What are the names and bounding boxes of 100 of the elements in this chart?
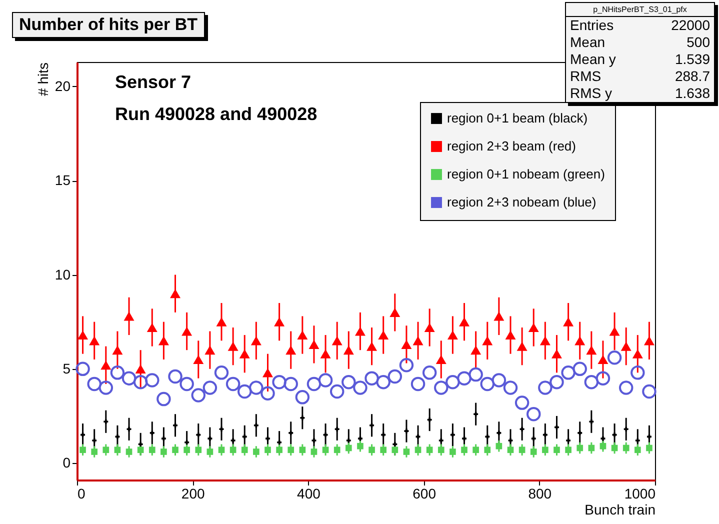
point [133, 374, 148, 390]
point [193, 354, 204, 364]
point [260, 386, 275, 400]
x-tick-label: 800 [528, 486, 552, 502]
point [249, 380, 264, 395]
point [92, 438, 97, 443]
point [576, 444, 584, 452]
point [388, 369, 402, 384]
point [635, 438, 640, 443]
point [484, 446, 491, 454]
point [343, 346, 354, 355]
point [253, 448, 260, 455]
point [226, 376, 240, 392]
point [370, 423, 374, 428]
point [182, 326, 192, 336]
point [115, 434, 120, 439]
point [334, 446, 340, 454]
point [262, 368, 273, 378]
x-tick-label: 600 [412, 486, 436, 502]
point [630, 366, 645, 380]
point [508, 438, 513, 443]
point [323, 432, 328, 438]
point [447, 330, 458, 340]
y-tick-label: 5 [62, 360, 71, 376]
point [122, 371, 136, 386]
y-tick-label: 15 [54, 172, 71, 188]
point [318, 373, 333, 388]
point [312, 438, 316, 443]
point [180, 376, 194, 392]
point [241, 446, 248, 454]
point [230, 438, 236, 443]
point [434, 380, 448, 395]
x-tick-label: 200 [181, 486, 205, 502]
point [401, 340, 412, 349]
point [353, 380, 368, 395]
point [138, 442, 143, 446]
point [286, 346, 296, 355]
point [204, 346, 216, 355]
point [124, 312, 134, 321]
point [438, 438, 444, 443]
point [642, 384, 656, 399]
text: Mean 500 [570, 34, 710, 50]
point [390, 308, 400, 317]
point [589, 419, 594, 424]
point [346, 438, 351, 443]
legend-label: region 0+1 nobeam (green) [447, 166, 605, 182]
point [551, 349, 562, 358]
point [574, 336, 586, 346]
point [310, 448, 318, 455]
y-tick-label: 10 [54, 266, 71, 282]
point [561, 366, 576, 380]
point [607, 350, 622, 365]
point [80, 446, 86, 454]
point [250, 336, 262, 346]
point [206, 448, 214, 455]
point [184, 446, 190, 454]
x-tick-label: 1000 [624, 486, 656, 502]
point [354, 326, 366, 336]
point [518, 446, 526, 454]
point [239, 349, 250, 358]
point [308, 340, 320, 349]
point [146, 322, 158, 332]
point [520, 426, 524, 432]
point [622, 444, 630, 452]
point [612, 432, 617, 438]
point [357, 442, 364, 450]
point [334, 426, 340, 432]
point [554, 446, 560, 454]
point [528, 322, 539, 332]
point [474, 412, 478, 416]
legend-label: region 2+3 nobeam (blue) [447, 194, 596, 210]
point [392, 446, 398, 454]
point [368, 446, 375, 454]
point [145, 373, 160, 388]
point [380, 446, 387, 454]
point [284, 376, 298, 392]
point [424, 322, 435, 332]
point [505, 330, 516, 340]
point [496, 442, 502, 450]
point [600, 442, 606, 450]
point [646, 444, 652, 452]
point [218, 446, 225, 454]
point [228, 342, 238, 351]
point [596, 371, 610, 386]
point [158, 336, 169, 346]
point [89, 336, 100, 346]
point [320, 349, 331, 358]
y-tick-label: 20 [54, 78, 71, 94]
point [242, 434, 247, 439]
point [632, 349, 643, 358]
text: Entries 22000 [570, 17, 710, 33]
point [274, 317, 285, 326]
point [565, 446, 572, 454]
chart-title: Number of hits per BT [12, 12, 205, 38]
point [104, 419, 108, 424]
point [494, 312, 504, 321]
point [609, 326, 620, 336]
point [416, 434, 420, 439]
legend-label: region 2+3 beam (red) [447, 138, 576, 154]
point [276, 446, 282, 454]
